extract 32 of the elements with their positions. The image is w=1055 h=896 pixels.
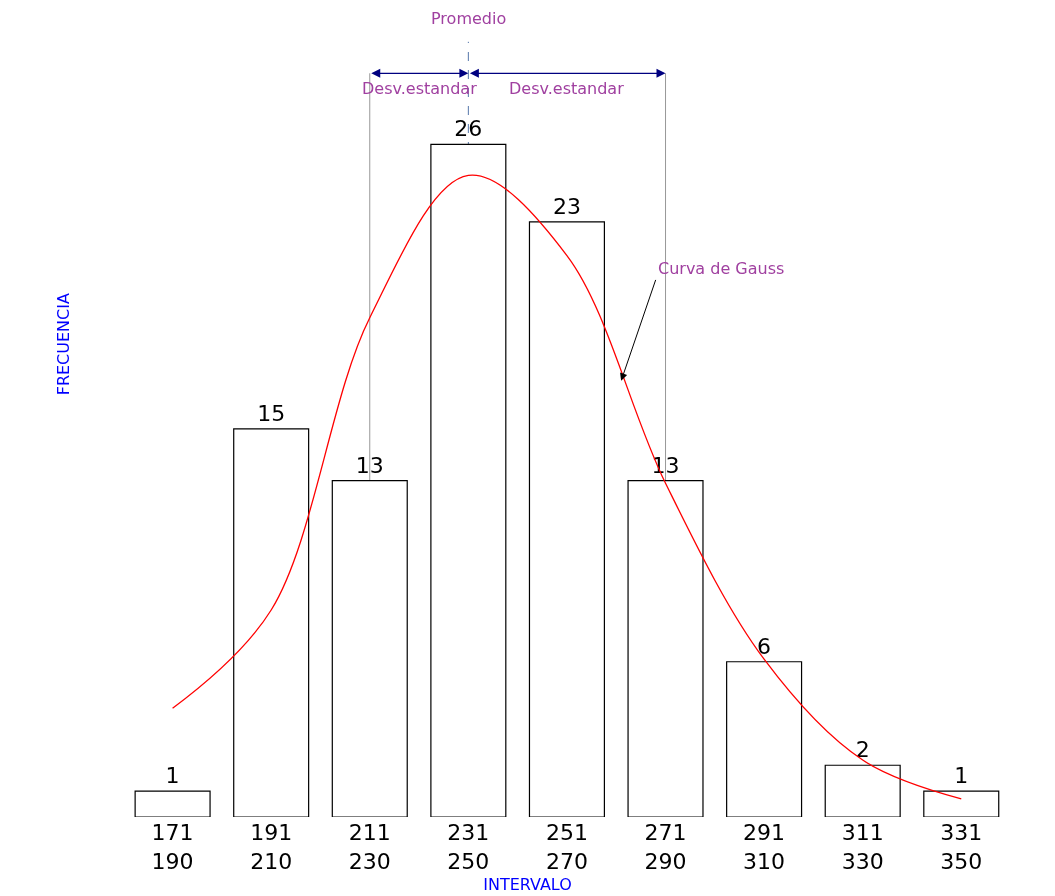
x-tick-label: 331 350	[940, 820, 983, 874]
x-tick-label: 251 270	[545, 820, 588, 874]
data-label: 26	[454, 116, 483, 142]
data-label: 23	[552, 193, 581, 219]
bar	[627, 480, 704, 817]
x-tick-label: 291 310	[743, 820, 786, 874]
text: Desv.estandar	[362, 79, 478, 98]
x-tick-label: 191 210	[250, 820, 293, 874]
bar	[824, 764, 901, 817]
data-label: 2	[855, 737, 870, 763]
x-axis-title: INTERVALO	[483, 875, 572, 895]
data-label: 1	[165, 763, 180, 789]
annotation: Curva de Gauss	[658, 259, 785, 278]
data-label: 1	[954, 763, 969, 789]
bar	[923, 790, 1000, 817]
data-label: 13	[355, 452, 384, 478]
data-label: 15	[257, 400, 286, 426]
bar	[726, 661, 803, 817]
bar	[430, 143, 507, 817]
x-tick-label: 211 230	[348, 820, 391, 874]
x-tick-label: 311 330	[841, 820, 884, 874]
data-label: 6	[757, 633, 772, 659]
bar	[528, 221, 605, 817]
bar	[134, 790, 211, 817]
bar	[233, 428, 310, 817]
text: Desv.estandar	[509, 79, 625, 98]
text: FRECUENCIA	[53, 293, 73, 396]
x-tick-label: 171 190	[151, 820, 194, 874]
ref-line-label: Promedio	[431, 9, 507, 28]
bar	[331, 480, 408, 817]
x-tick-label: 231 250	[447, 820, 490, 874]
x-tick-label: 271 290	[644, 820, 687, 874]
